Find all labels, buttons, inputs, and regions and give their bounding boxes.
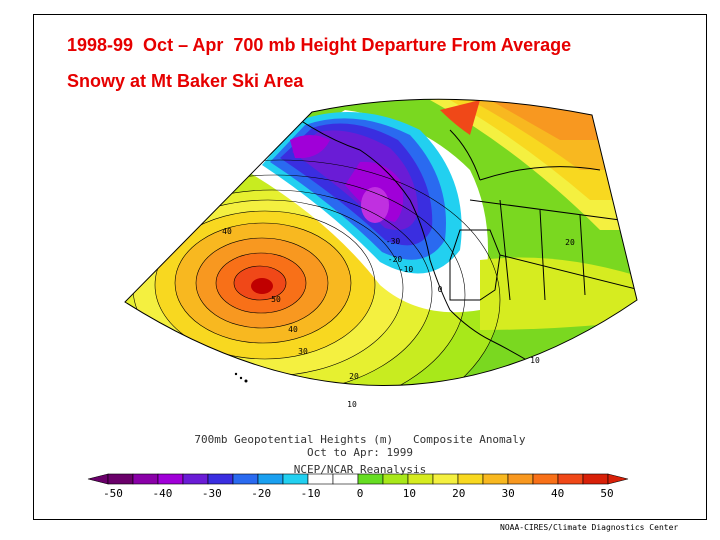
colorbar-tick-label: -50 — [103, 487, 123, 500]
coastlines — [299, 119, 637, 363]
contour-label: -30 — [386, 237, 401, 246]
contour-label: 40 — [288, 325, 298, 334]
contour-label: 40 — [222, 227, 232, 236]
anomaly-field — [125, 99, 637, 386]
colorbar-tick-label: -40 — [152, 487, 172, 500]
colorbar: -50 -40 -30 -20 -10 0 10 20 30 40 50 — [87, 473, 629, 500]
contour-label: 50 — [271, 295, 281, 304]
contour-label: -20 — [388, 255, 403, 264]
colorbar-tick-label: -20 — [251, 487, 271, 500]
credit-text: NOAA-CIRES/Climate Diagnostics Center — [500, 523, 679, 532]
map-outline — [124, 98, 638, 386]
contour-label: 20 — [349, 372, 359, 381]
caption-line-3: NCEP/NCAR Reanalysis — [293, 463, 427, 476]
colorbar-arrow-right — [607, 473, 629, 485]
contour-labels: 40 50 40 30 20 10 -30 -20-10 0 20 10 — [222, 227, 575, 409]
contour-label: -10 — [399, 265, 414, 274]
plot-frame — [33, 14, 707, 520]
colorbar-tick-label: 0 — [357, 487, 364, 500]
colorbar-tick-label: 20 — [452, 487, 465, 500]
map-title: 1998-99 Oct – Apr 700 mb Height Departur… — [67, 35, 572, 55]
colorbar-tick-label: 10 — [403, 487, 416, 500]
contour-label: 20 — [565, 238, 575, 247]
alaska-low — [262, 112, 462, 274]
contour-label: 10 — [347, 400, 357, 409]
colorbar-tick-label: 40 — [551, 487, 564, 500]
colorbar-tick-label: -30 — [202, 487, 222, 500]
map-subtitle: Snowy at Mt Baker Ski Area — [67, 71, 304, 91]
colorbar-tick-label: -10 — [301, 487, 321, 500]
contour-label: 0 — [438, 285, 443, 294]
hawaii-islands — [234, 372, 248, 383]
contour-label: 10 — [530, 356, 540, 365]
caption-line-1: 700mb Geopotential Heights (m) Composite… — [194, 433, 526, 446]
contour-lines — [125, 159, 501, 386]
caption-line-2: Oct to Apr: 1999 — [307, 446, 413, 459]
colorbar-tick-label: 50 — [600, 487, 613, 500]
southeast-yellow — [480, 257, 637, 330]
contour-label: 30 — [298, 347, 308, 356]
colorbar-tick-label: 30 — [502, 487, 515, 500]
